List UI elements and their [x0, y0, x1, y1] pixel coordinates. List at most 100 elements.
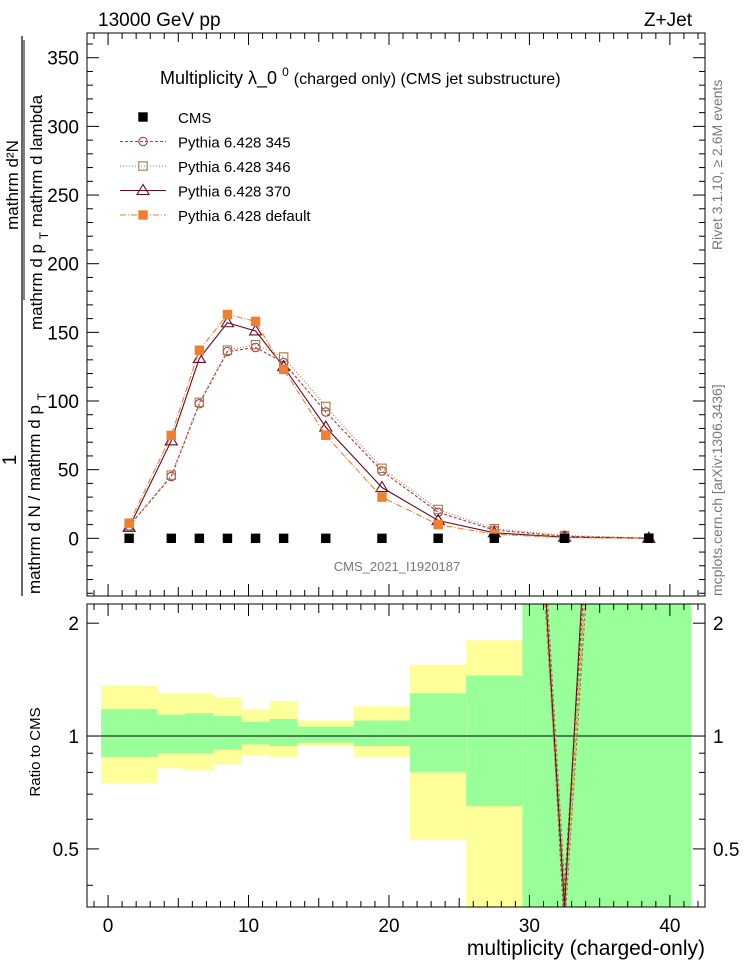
xtick-label: 20	[378, 916, 399, 937]
series-pythia-6-428-default	[124, 309, 654, 543]
data-point	[278, 364, 289, 375]
y-label-numerator: 1	[0, 455, 21, 466]
ratio-series-line	[547, 603, 587, 908]
data-point	[321, 430, 331, 441]
data-point	[250, 339, 261, 350]
y-label-inner-den-text: mathrm d p	[27, 244, 46, 330]
data-point	[377, 466, 387, 476]
legend-entry: Pythia 6.428 345	[120, 135, 291, 152]
legend-marker	[138, 210, 148, 220]
y-label-inner-denominator: mathrm d p T mathrm d lambda	[27, 94, 52, 330]
main-y-axis-label: 1 mathrm d N / mathrm d p T mathrm d²N m…	[0, 36, 52, 596]
legend: CMS Pythia 6.428 345 Pythia 6.428 346 Pythi…	[120, 110, 311, 225]
main-series-group	[122, 309, 656, 544]
ratio-plot-frame	[86, 603, 706, 908]
plot-title-rest: (charged only) (CMS jet substructure)	[294, 71, 561, 88]
data-point	[248, 323, 263, 336]
ratio-plot-panel: 0.5 0.51 12 20 10 20 30 40 Ratio to CMS multipl…	[27, 603, 739, 960]
data-point	[166, 533, 176, 544]
main-ytick-label: 200	[47, 255, 79, 276]
rivet-version-label: Rivet 3.1.10, ≥ 2.6M events	[709, 80, 725, 250]
legend-label: CMS	[178, 110, 211, 127]
legend-label: Pythia 6.428 370	[178, 184, 291, 201]
plot-title-superscript: 0	[282, 65, 289, 79]
analysis-watermark: CMS_2021_I1920187	[334, 559, 461, 574]
data-point	[222, 345, 233, 355]
ratio-ytick-label: 1	[68, 727, 79, 748]
legend-entry: Pythia 6.428 370	[120, 183, 291, 201]
series-pythia-6-428-346	[124, 339, 654, 543]
data-point	[559, 533, 570, 544]
data-point	[124, 518, 134, 528]
data-point	[377, 533, 387, 544]
legend-label: Pythia 6.428 345	[178, 135, 291, 152]
xtick-label: 40	[659, 916, 680, 937]
xtick-label: 30	[519, 916, 540, 937]
series-line	[128, 322, 649, 539]
series-line	[128, 344, 649, 539]
data-point	[222, 309, 233, 320]
legend-entry: CMS	[138, 110, 211, 127]
data-point	[278, 533, 289, 544]
ratio-band-green	[101, 709, 158, 757]
data-point	[433, 533, 443, 544]
xtick-label: 10	[238, 916, 259, 937]
data-point	[489, 533, 500, 544]
data-point	[374, 480, 389, 493]
ratio-band-green	[297, 726, 354, 743]
ratio-band-green	[269, 719, 298, 747]
data-point	[194, 345, 205, 355]
series-pythia-6-428-345	[124, 342, 654, 543]
series-cms	[124, 533, 654, 544]
plot-title: Multiplicity λ_0 0 (charged only) (CMS j…	[160, 60, 561, 89]
main-axis-ticks: 0 50 100 150 200 250 300 350	[47, 33, 705, 596]
data-point	[166, 470, 177, 480]
data-point	[194, 533, 205, 544]
legend-marker	[138, 112, 148, 122]
data-point	[377, 463, 387, 474]
ratio-band-green	[157, 714, 186, 754]
series-line	[128, 313, 649, 539]
ratio-band-green	[185, 713, 214, 754]
main-ytick-label: 50	[58, 461, 79, 482]
data-point	[321, 407, 331, 417]
ratio-ytick-label-right: 2	[713, 614, 724, 635]
ratio-ytick-label-right: 1	[713, 727, 724, 748]
data-point	[250, 533, 261, 544]
main-ytick-label: 250	[47, 186, 79, 207]
main-ytick-label: 300	[47, 117, 79, 138]
data-point	[166, 430, 176, 441]
ratio-band-green	[213, 716, 242, 750]
ratio-ytick-label: 2	[68, 614, 79, 635]
main-plot-frame	[86, 32, 706, 597]
ratio-band-green	[353, 720, 411, 747]
y-label-inner-numerator: mathrm d²N	[3, 140, 22, 230]
mcplots-label: mcplots.cern.ch [arXiv:1306.3436]	[709, 384, 725, 596]
xtick-label: 0	[103, 916, 114, 937]
y-label-inner-den-rest: mathrm d lambda	[27, 94, 46, 227]
data-point	[377, 492, 387, 502]
legend-marker	[138, 136, 148, 147]
ratio-band-green	[466, 675, 523, 807]
data-point	[433, 519, 443, 530]
ratio-axis-ticks: 0.5 0.51 12 20 10 20 30 40	[53, 604, 739, 937]
y-label-denominator-subscript: T	[35, 392, 49, 400]
data-point	[192, 351, 207, 363]
data-point	[250, 316, 261, 327]
legend-entry: Pythia 6.428 346	[120, 159, 291, 176]
data-point	[220, 315, 235, 328]
series-line	[128, 346, 649, 539]
ratio-band-green	[410, 693, 467, 773]
data-point	[644, 533, 654, 544]
main-ytick-label: 150	[47, 323, 79, 344]
legend-label: Pythia 6.428 346	[178, 159, 291, 176]
data-point	[124, 533, 134, 544]
main-plot-panel: 0 50 100 150 200 250 300 350 Multiplicity λ_0 0…	[0, 32, 706, 597]
ratio-uncertainty-bands	[87, 604, 705, 907]
ratio-band-green	[241, 722, 270, 745]
main-ytick-label: 100	[47, 392, 79, 413]
legend-marker	[138, 161, 148, 171]
y-label-inner-den-subscript: T	[37, 231, 51, 239]
header-energy-label: 13000 GeV pp	[98, 10, 221, 31]
